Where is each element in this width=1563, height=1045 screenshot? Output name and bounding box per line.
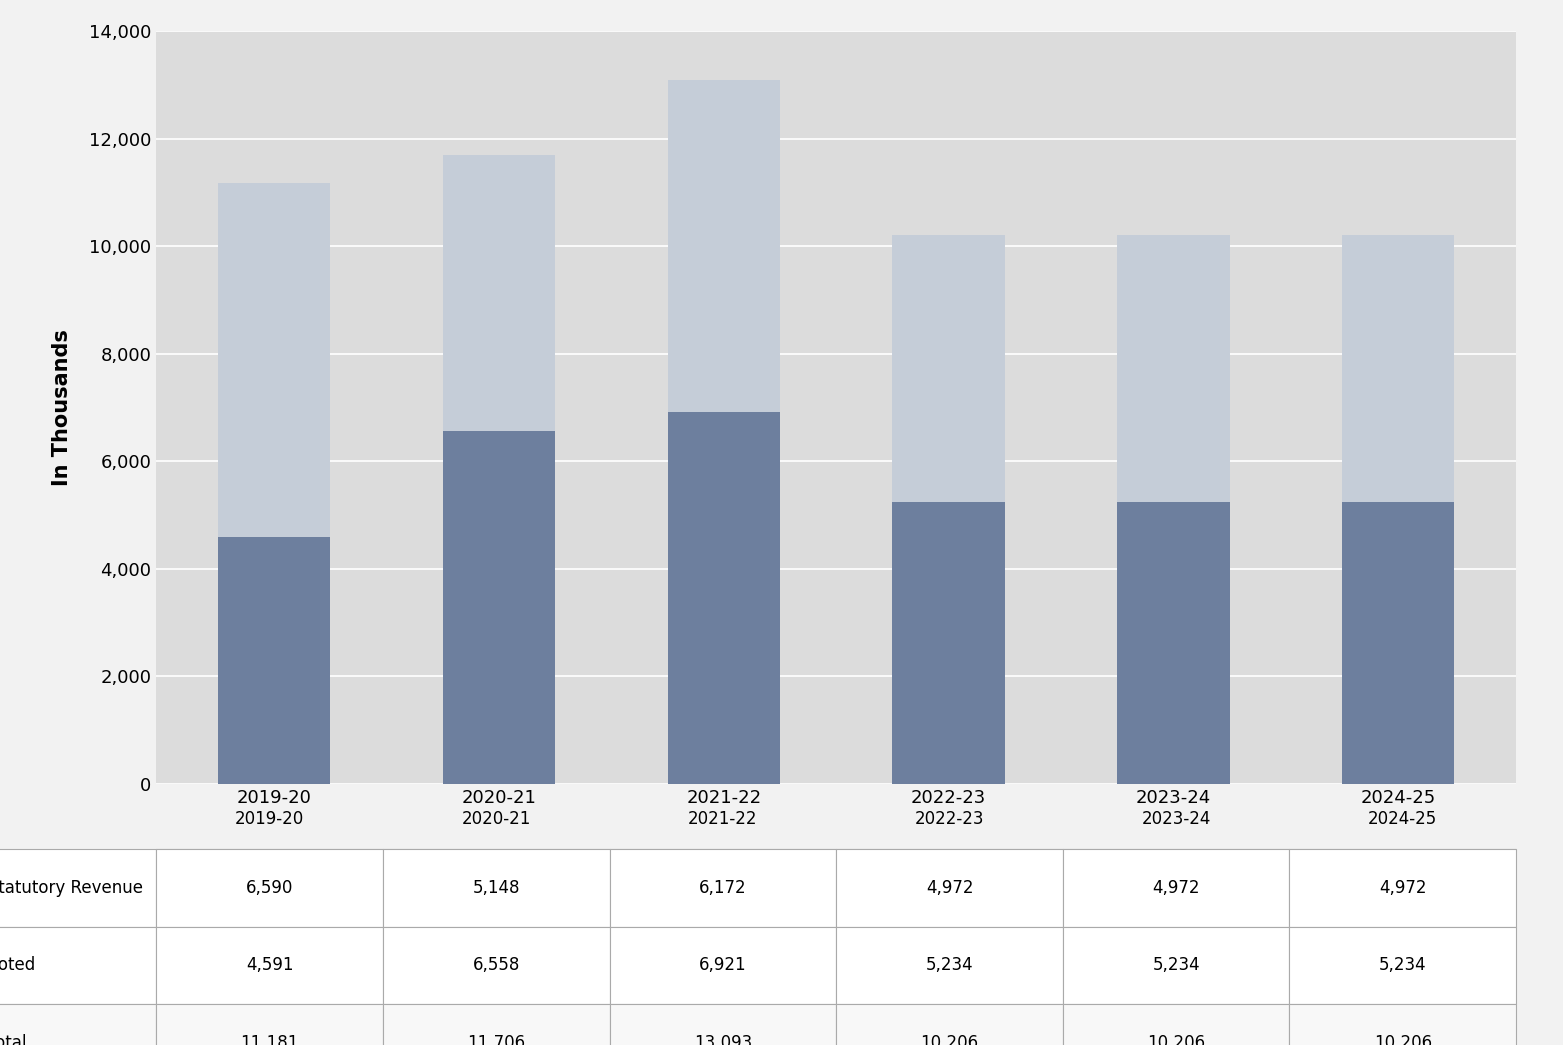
- Bar: [1343, 503, 1454, 784]
- Bar: [442, 432, 555, 784]
- Bar: [892, 503, 1005, 784]
- Bar: [1118, 503, 1230, 784]
- Bar: [1118, 235, 1230, 503]
- Bar: [892, 235, 1005, 503]
- Bar: [442, 155, 555, 432]
- Bar: [219, 183, 330, 537]
- Bar: [219, 537, 330, 784]
- Bar: [1343, 235, 1454, 503]
- Bar: [667, 80, 780, 412]
- Bar: [667, 412, 780, 784]
- Y-axis label: In Thousands: In Thousands: [53, 329, 72, 486]
